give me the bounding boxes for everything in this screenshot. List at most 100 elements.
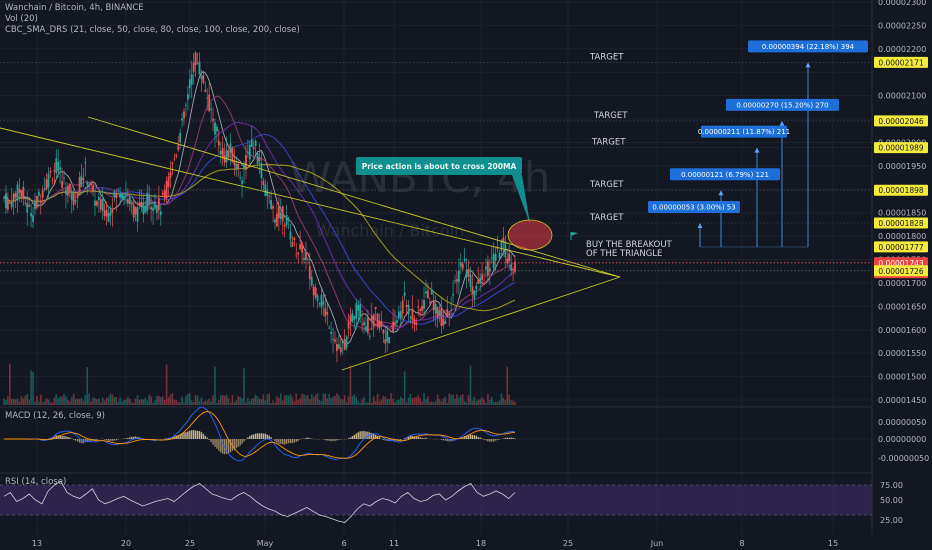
candle-body[interactable]	[248, 144, 251, 160]
candle-body[interactable]	[426, 290, 429, 299]
candle-body[interactable]	[467, 268, 470, 277]
candle-body[interactable]	[258, 156, 261, 162]
candle-body[interactable]	[59, 167, 62, 170]
candle-body[interactable]	[388, 337, 391, 344]
candle-body[interactable]	[231, 147, 234, 163]
candle-body[interactable]	[417, 306, 420, 308]
candle-body[interactable]	[117, 188, 120, 190]
candle-body[interactable]	[14, 193, 17, 198]
candle-body[interactable]	[386, 330, 389, 342]
candle-body[interactable]	[407, 304, 410, 315]
candle-body[interactable]	[411, 308, 414, 320]
candle-body[interactable]	[219, 150, 222, 154]
candle-body[interactable]	[473, 290, 476, 299]
candle-body[interactable]	[183, 111, 185, 119]
candle-body[interactable]	[194, 52, 197, 66]
candle-body[interactable]	[452, 293, 454, 296]
candle-body[interactable]	[477, 279, 480, 284]
candle-body[interactable]	[347, 322, 350, 329]
candle-body[interactable]	[186, 94, 189, 100]
candle-body[interactable]	[113, 190, 116, 198]
candle-body[interactable]	[485, 266, 487, 270]
candle-body[interactable]	[318, 303, 321, 305]
candle-body[interactable]	[390, 326, 393, 328]
candle-body[interactable]	[88, 185, 91, 188]
candle-body[interactable]	[262, 180, 265, 185]
candle-body[interactable]	[63, 177, 65, 179]
candle-body[interactable]	[471, 286, 474, 294]
candle-body[interactable]	[97, 196, 100, 201]
candle-body[interactable]	[181, 118, 183, 121]
candle-body[interactable]	[459, 262, 462, 267]
candle-body[interactable]	[345, 336, 348, 348]
candle-body[interactable]	[281, 206, 284, 222]
candle-body[interactable]	[488, 268, 491, 272]
candle-body[interactable]	[119, 193, 122, 198]
candle-body[interactable]	[308, 265, 311, 280]
candle-body[interactable]	[167, 176, 170, 187]
candle-body[interactable]	[440, 308, 443, 327]
candle-body[interactable]	[227, 151, 230, 158]
candle-body[interactable]	[372, 314, 375, 327]
candle-body[interactable]	[152, 207, 154, 211]
candle-body[interactable]	[239, 176, 242, 178]
candle-body[interactable]	[434, 303, 437, 314]
candle-body[interactable]	[10, 201, 13, 208]
candle-body[interactable]	[444, 320, 447, 324]
candle-body[interactable]	[101, 199, 104, 211]
candle-body[interactable]	[423, 300, 425, 309]
candle-body[interactable]	[68, 183, 71, 193]
candle-body[interactable]	[84, 162, 87, 164]
candle-body[interactable]	[274, 219, 276, 223]
candle-body[interactable]	[376, 313, 379, 328]
candle-body[interactable]	[425, 291, 427, 294]
candle-body[interactable]	[225, 149, 228, 163]
candle-body[interactable]	[401, 300, 404, 314]
candle-body[interactable]	[188, 79, 191, 89]
candle-body[interactable]	[18, 188, 21, 193]
candle-body[interactable]	[235, 163, 238, 170]
candle-body[interactable]	[326, 311, 329, 315]
candle-body[interactable]	[481, 274, 483, 281]
candle-body[interactable]	[399, 311, 402, 319]
candle-body[interactable]	[156, 204, 158, 213]
candle-body[interactable]	[171, 162, 174, 165]
candle-body[interactable]	[210, 108, 213, 110]
candle-body[interactable]	[279, 212, 282, 219]
candle-body[interactable]	[53, 170, 56, 172]
candle-body[interactable]	[24, 202, 27, 204]
candle-body[interactable]	[175, 155, 178, 157]
candle-body[interactable]	[142, 202, 145, 215]
candle-body[interactable]	[438, 310, 441, 316]
candle-body[interactable]	[161, 193, 164, 195]
candle-body[interactable]	[324, 308, 327, 317]
candle-body[interactable]	[283, 224, 286, 227]
candle-body[interactable]	[374, 306, 377, 310]
candle-body[interactable]	[223, 155, 226, 163]
candle-body[interactable]	[276, 213, 278, 227]
candle-body[interactable]	[130, 202, 133, 205]
candle-body[interactable]	[502, 237, 505, 243]
candle-body[interactable]	[90, 183, 93, 186]
candle-body[interactable]	[28, 204, 31, 207]
candle-body[interactable]	[494, 253, 497, 261]
candle-body[interactable]	[256, 152, 259, 164]
candle-body[interactable]	[217, 140, 220, 146]
candle-body[interactable]	[322, 301, 325, 305]
candle-body[interactable]	[254, 140, 257, 147]
candle-body[interactable]	[454, 280, 456, 282]
candle-body[interactable]	[396, 320, 398, 323]
candle-body[interactable]	[299, 244, 302, 250]
candle-body[interactable]	[351, 312, 354, 322]
candle-body[interactable]	[47, 173, 50, 188]
candle-body[interactable]	[277, 206, 280, 219]
candle-body[interactable]	[312, 286, 315, 296]
candle-body[interactable]	[508, 253, 511, 262]
candle-body[interactable]	[409, 317, 412, 319]
candle-body[interactable]	[268, 196, 271, 197]
candle-body[interactable]	[243, 164, 245, 170]
candle-body[interactable]	[159, 211, 162, 215]
candle-body[interactable]	[134, 206, 137, 215]
candle-body[interactable]	[86, 182, 89, 185]
